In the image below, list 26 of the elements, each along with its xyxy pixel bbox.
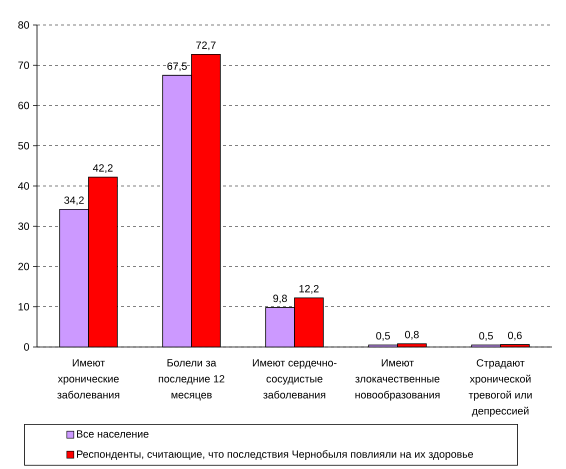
y-tick-label: 40	[18, 182, 30, 190]
x-tick-label: Страдают хронической тревогой или депрессией	[468, 359, 532, 417]
y-tick-label: 70	[18, 62, 30, 69]
data-label: 0,5	[479, 332, 493, 341]
y-tick-label: 20	[18, 262, 30, 270]
y-tick-label: 80	[18, 21, 30, 29]
data-label: 12,2	[300, 285, 319, 294]
y-tick-label: 0	[24, 343, 30, 351]
x-tick-label: Болели за последние 12 месяцев	[158, 359, 224, 400]
data-label: 0,6	[508, 332, 522, 340]
data-label: 34,2	[64, 196, 84, 206]
x-tick-label: Имеют злокачественные новообразования	[355, 359, 440, 401]
data-label: 67,5	[167, 62, 187, 72]
data-label: 0,5	[376, 332, 390, 341]
data-label: 72,7	[196, 42, 216, 50]
legend-label: Все население	[76, 430, 149, 438]
y-tick-label: 10	[18, 303, 30, 310]
x-tick-label: Имеют сердечно-сосудистые заболевания	[252, 359, 336, 399]
y-tick-label: 30	[18, 222, 30, 230]
x-tick-label: Имеют хронические заболевания	[57, 359, 120, 399]
data-label: 42,2	[92, 164, 113, 173]
data-label: 0,8	[405, 330, 419, 340]
y-tick-label: 60	[18, 102, 30, 110]
y-tick-label: 50	[18, 142, 30, 150]
legend-label: Респонденты, считающие, что последствия Чернобыля повлияли на их здоровье	[76, 450, 474, 460]
data-label: 9,8	[273, 294, 287, 304]
